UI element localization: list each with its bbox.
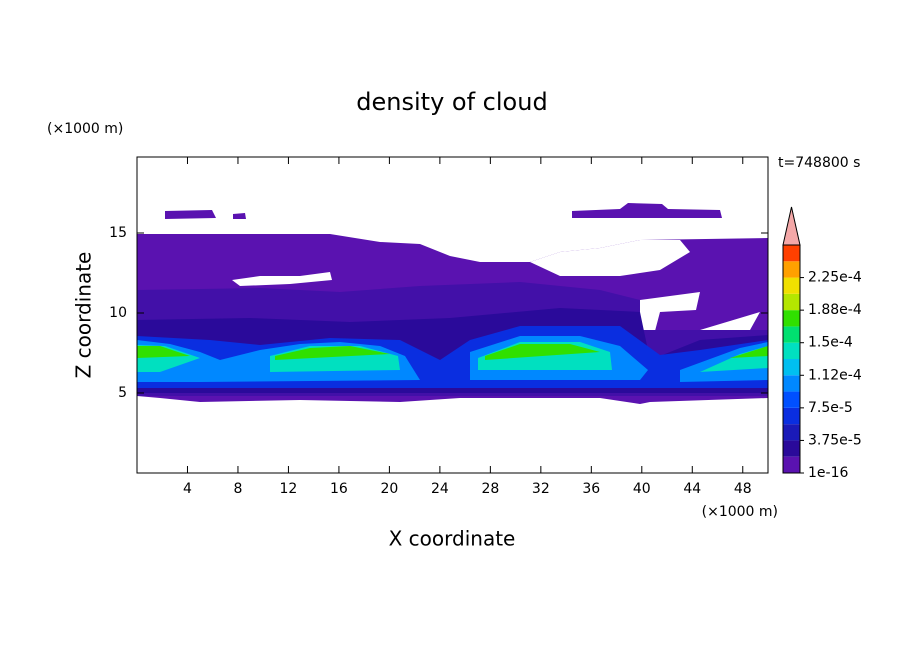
y-axis-label: Z coordinate	[72, 252, 96, 379]
chart-title: density of cloud	[356, 88, 547, 116]
colorbar-label: 1.5e-4	[808, 335, 853, 351]
colorbar-band	[783, 277, 800, 294]
colorbar-band	[783, 261, 800, 278]
x-tick-label: 40	[633, 481, 651, 497]
y-unit: (×1000 m)	[47, 121, 123, 137]
y-tick-label: 15	[109, 225, 127, 241]
colorbar-band	[783, 456, 800, 473]
colorbar-band	[783, 375, 800, 392]
colorbar-extend	[782, 206, 801, 246]
colorbar-band	[783, 293, 800, 311]
contour-region	[165, 203, 722, 219]
x-unit: (×1000 m)	[702, 504, 778, 520]
colorbar-band	[783, 391, 800, 408]
x-tick-label: 48	[734, 481, 752, 497]
colorbar-label: 1.88e-4	[808, 302, 862, 318]
colorbar-band	[783, 342, 800, 359]
colorbar-label: 3.75e-5	[808, 432, 862, 448]
x-tick-label: 20	[380, 481, 398, 497]
colorbar-band	[783, 326, 800, 343]
y-tick-label: 5	[118, 385, 127, 401]
x-tick-label: 28	[481, 481, 499, 497]
contour-region	[232, 240, 760, 350]
x-tick-label: 36	[582, 481, 600, 497]
x-tick-label: 4	[183, 481, 192, 497]
colorbar-band	[783, 440, 800, 457]
contour-region	[137, 342, 768, 372]
x-tick-label: 24	[431, 481, 449, 497]
contour-region	[137, 344, 768, 360]
time-label: t=748800 s	[778, 155, 860, 171]
x-tick-label: 44	[683, 481, 701, 497]
colorbar-label: 7.5e-5	[808, 400, 853, 416]
x-tick-label: 32	[532, 481, 550, 497]
x-tick-label: 16	[330, 481, 348, 497]
x-tick-label: 8	[233, 481, 242, 497]
colorbar-band	[783, 407, 800, 425]
colorbar-label: 1.12e-4	[808, 367, 862, 383]
colorbar-frame	[782, 244, 801, 474]
colorbar-band	[783, 310, 800, 327]
contour-field	[137, 203, 768, 404]
colorbar-label: 2.25e-4	[808, 270, 862, 286]
colorbar-band	[783, 424, 800, 441]
y-tick-label: 10	[109, 305, 127, 321]
x-axis-label: X coordinate	[389, 527, 516, 551]
colorbar-band	[783, 359, 800, 376]
colorbar-label: 1e-16	[808, 465, 848, 481]
x-tick-label: 12	[280, 481, 298, 497]
plot-frame	[136, 156, 769, 474]
colorbar-band	[783, 245, 800, 262]
